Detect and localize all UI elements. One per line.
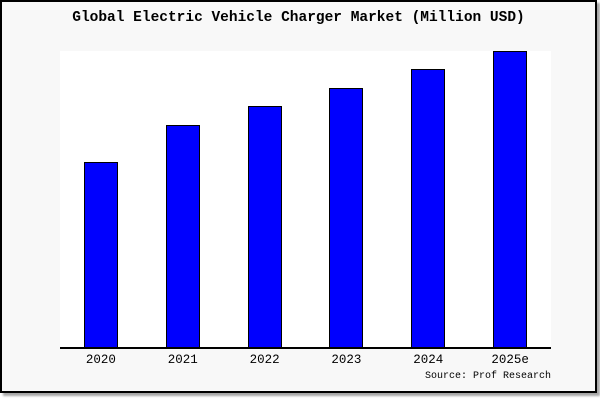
bar-2021: [165, 125, 200, 347]
chart-title: Global Electric Vehicle Charger Market (…: [72, 10, 525, 26]
x-axis-label-2022: 2022: [249, 353, 280, 367]
chart-card: Global Electric Vehicle Charger Market (…: [0, 0, 597, 393]
x-axis-label-2025e: 2025e: [491, 353, 529, 367]
x-axis-label-2020: 2020: [85, 353, 116, 367]
plot-area: [60, 51, 551, 349]
x-axis-label-2023: 2023: [331, 353, 362, 367]
x-axis-label-2021: 2021: [167, 353, 198, 367]
x-axis-label-2024: 2024: [413, 353, 444, 367]
bar-2022: [247, 106, 282, 347]
x-axis-labels: 2020 2021 2022 2023 2024 2025e: [2, 353, 595, 369]
bar-2025e: [493, 51, 528, 347]
source-text: Source: Prof Research: [424, 371, 551, 382]
bar-2023: [329, 88, 364, 347]
bar-2020: [83, 162, 118, 347]
bar-2024: [411, 69, 446, 347]
